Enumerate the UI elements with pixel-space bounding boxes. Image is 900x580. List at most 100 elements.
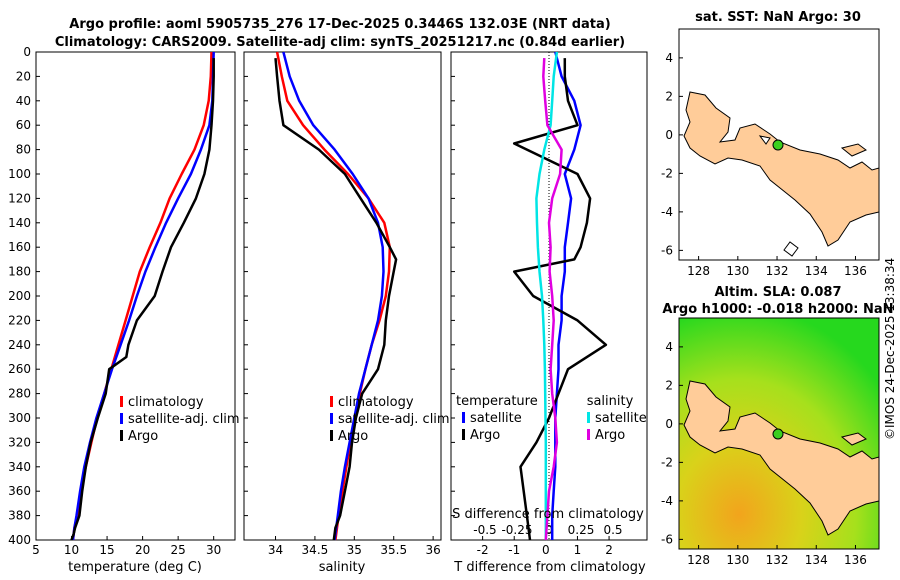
sla-ytick-label: 2 bbox=[665, 378, 673, 392]
sla-ytick-label: -6 bbox=[661, 532, 673, 546]
sal-series-satellite-adj-clim bbox=[282, 51, 385, 541]
temp-ytick-label: 220 bbox=[8, 313, 31, 327]
sla-landmass bbox=[683, 380, 879, 536]
temp-xtick-label: 10 bbox=[64, 543, 79, 557]
temp-ytick-label: 140 bbox=[8, 216, 31, 230]
t-difference-xlabel: T difference from climatology bbox=[453, 560, 646, 575]
temp-ytick-label: 360 bbox=[8, 484, 31, 498]
salinity-panel: 34 34.5 35 35.5 36 salinity climatology satel… bbox=[243, 51, 450, 575]
temp-legend-swatch bbox=[120, 396, 123, 407]
diff-s-legend-swatch bbox=[587, 412, 590, 423]
temp-xtick-label: 20 bbox=[135, 543, 150, 557]
temp-ytick-label: 60 bbox=[16, 118, 31, 132]
temp-ytick-label: 400 bbox=[8, 533, 31, 547]
sst-map-panel: sat. SST: NaN Argo: 30 128 130 132 134 136 4 2… bbox=[661, 10, 880, 278]
temp-series-satellite-adj-clim bbox=[71, 51, 215, 541]
sal-legend-swatch bbox=[330, 430, 333, 441]
temp-legend-swatch bbox=[120, 413, 123, 424]
diff-xtick-label: 0 bbox=[542, 543, 550, 557]
temp-ytick-label: 280 bbox=[8, 387, 31, 401]
diff-legend-header-temperature: temperature bbox=[456, 394, 538, 409]
temp-xtick-label: 15 bbox=[99, 543, 114, 557]
temp-xtick-label: 25 bbox=[171, 543, 186, 557]
sla-map-panel: Altim. SLA: 0.087 Argo h1000: -0.018 h20… bbox=[661, 285, 894, 567]
sal-xtick-label: 35 bbox=[347, 543, 362, 557]
sal-series-argo bbox=[274, 57, 398, 541]
temp-ytick-label: 20 bbox=[16, 69, 31, 83]
sal-legend-swatch bbox=[330, 413, 333, 424]
temp-legend-swatch bbox=[120, 430, 123, 441]
temp-series-argo bbox=[70, 58, 215, 541]
diff-s-legend-label: satellite bbox=[595, 411, 647, 426]
temp-legend-label: climatology bbox=[128, 395, 204, 410]
temp-ytick-label: 100 bbox=[8, 167, 31, 181]
temp-ytick-label: 160 bbox=[8, 240, 31, 254]
salinity-axes-box bbox=[243, 51, 442, 541]
diff-series-s-argo bbox=[542, 58, 563, 541]
temp-ytick-label: 120 bbox=[8, 191, 31, 205]
temp-xtick-label: 5 bbox=[32, 543, 40, 557]
sla-map-title-2: Argo h1000: -0.018 h2000: NaN bbox=[662, 302, 893, 317]
diff-xtick-label: 2 bbox=[605, 543, 613, 557]
sst-xtick-label: 134 bbox=[805, 264, 828, 278]
sst-ytick-label: 2 bbox=[665, 89, 673, 103]
sst-ytick-label: 4 bbox=[665, 51, 673, 65]
sla-argo-marker bbox=[772, 428, 784, 440]
sst-landmass bbox=[683, 91, 879, 257]
temp-ytick-label: 80 bbox=[16, 143, 31, 157]
sst-xtick-label: 132 bbox=[766, 264, 789, 278]
sst-ytick-label: 0 bbox=[665, 128, 673, 142]
diff-xtick-label: -2 bbox=[477, 543, 489, 557]
diff-t-legend-label: Argo bbox=[470, 428, 500, 443]
sla-xtick-label: 136 bbox=[844, 553, 867, 567]
sla-xtick-label: 130 bbox=[726, 553, 749, 567]
sal-xtick-label: 34.5 bbox=[302, 543, 329, 557]
title-line-2: Climatology: CARS2009. Satellite-adj cli… bbox=[55, 35, 625, 50]
sal-legend-label: Argo bbox=[338, 429, 368, 444]
sla-ytick-label: -4 bbox=[661, 494, 673, 508]
temp-ytick-label: 240 bbox=[8, 338, 31, 352]
sla-xtick-label: 132 bbox=[766, 553, 789, 567]
sal-series-climatology bbox=[275, 51, 392, 541]
sst-xtick-label: 130 bbox=[726, 264, 749, 278]
temp-ytick-label: 180 bbox=[8, 265, 31, 279]
sla-ytick-label: 4 bbox=[665, 340, 673, 354]
temperature-xlabel: temperature (deg C) bbox=[68, 560, 202, 575]
temp-legend-label: satellite-adj. clim bbox=[128, 412, 240, 427]
sla-xtick-label: 134 bbox=[805, 553, 828, 567]
diff-s-tick-label: -0.25 bbox=[501, 523, 532, 537]
temperature-axes-box bbox=[35, 51, 236, 541]
s-difference-xlabel: S difference from climatology bbox=[452, 507, 644, 522]
sal-legend-swatch bbox=[330, 396, 333, 407]
temp-ytick-label: 340 bbox=[8, 460, 31, 474]
sla-ytick-label: 0 bbox=[665, 417, 673, 431]
sla-xtick-label: 128 bbox=[687, 553, 710, 567]
temp-ytick-label: 300 bbox=[8, 411, 31, 425]
sal-legend-label: satellite-adj. clim bbox=[338, 412, 450, 427]
diff-s-tick-label: 0.5 bbox=[603, 523, 622, 537]
temp-ytick-label: 380 bbox=[8, 509, 31, 523]
imos-watermark: ©IMOS 24-Dec-2025 13:38:34 bbox=[883, 258, 897, 440]
sst-ytick-label: -6 bbox=[661, 243, 673, 257]
sla-map-title-1: Altim. SLA: 0.087 bbox=[715, 285, 842, 300]
temp-ytick-label: 260 bbox=[8, 362, 31, 376]
sst-ytick-label: -2 bbox=[661, 166, 673, 180]
temp-ytick-label: 200 bbox=[8, 289, 31, 303]
diff-xtick-label: -1 bbox=[508, 543, 520, 557]
diff-t-legend-swatch bbox=[462, 412, 465, 423]
diff-t-legend-label: satellite bbox=[470, 411, 522, 426]
diff-s-tick-label: 0.25 bbox=[568, 523, 595, 537]
sal-xtick-label: 35.5 bbox=[380, 543, 407, 557]
sal-xtick-label: 34 bbox=[268, 543, 283, 557]
sst-map-title: sat. SST: NaN Argo: 30 bbox=[695, 10, 861, 25]
diff-s-legend-label: Argo bbox=[595, 428, 625, 443]
sal-legend-label: climatology bbox=[338, 395, 414, 410]
salinity-xlabel: salinity bbox=[319, 560, 366, 575]
temp-ytick-label: 320 bbox=[8, 435, 31, 449]
sst-xtick-label: 136 bbox=[844, 264, 867, 278]
diff-s-tick-label: -0.5 bbox=[473, 523, 496, 537]
diff-t-legend-swatch bbox=[462, 429, 465, 440]
temp-xtick-label: 30 bbox=[206, 543, 221, 557]
temp-ytick-label: 0 bbox=[23, 45, 31, 59]
